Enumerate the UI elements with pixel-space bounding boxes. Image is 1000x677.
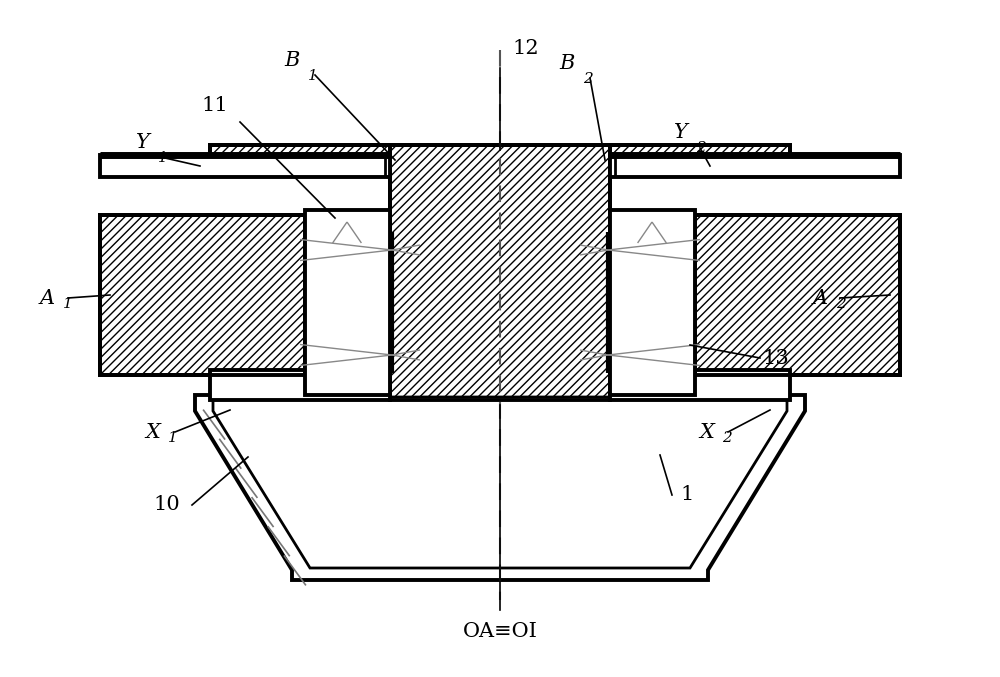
Text: 1: 1: [63, 297, 73, 311]
Text: X: X: [145, 422, 160, 441]
Text: 1: 1: [680, 485, 693, 504]
Bar: [390, 145, 610, 400]
Text: 13: 13: [762, 349, 789, 368]
Polygon shape: [213, 397, 787, 568]
Text: 11: 11: [201, 96, 228, 115]
Bar: [610, 155, 900, 177]
Bar: [100, 155, 390, 177]
Text: Y: Y: [674, 123, 688, 142]
Text: 1: 1: [168, 431, 178, 445]
Bar: [100, 215, 305, 375]
Bar: [610, 370, 790, 400]
Bar: [695, 215, 900, 375]
Text: 2: 2: [722, 431, 732, 445]
Text: 1: 1: [158, 151, 168, 165]
Text: Y: Y: [136, 133, 150, 152]
Bar: [210, 145, 390, 175]
Bar: [610, 145, 790, 175]
Text: B: B: [560, 54, 575, 73]
Text: A: A: [40, 288, 55, 307]
Text: B: B: [285, 51, 300, 70]
Text: 10: 10: [153, 496, 180, 515]
Bar: [305, 210, 390, 395]
Text: OA≡OI: OA≡OI: [463, 622, 537, 641]
Bar: [100, 215, 305, 375]
Text: X: X: [699, 422, 714, 441]
Polygon shape: [195, 395, 805, 580]
Text: 2: 2: [583, 72, 593, 86]
Bar: [210, 370, 390, 400]
Text: A: A: [813, 288, 828, 307]
Text: 2: 2: [836, 297, 846, 311]
Bar: [695, 215, 900, 375]
Bar: [210, 145, 390, 175]
Text: 12: 12: [512, 39, 539, 58]
Text: 2: 2: [696, 141, 706, 155]
Bar: [610, 145, 790, 175]
Text: 1: 1: [308, 68, 318, 83]
Bar: [390, 145, 610, 400]
Bar: [610, 210, 695, 395]
